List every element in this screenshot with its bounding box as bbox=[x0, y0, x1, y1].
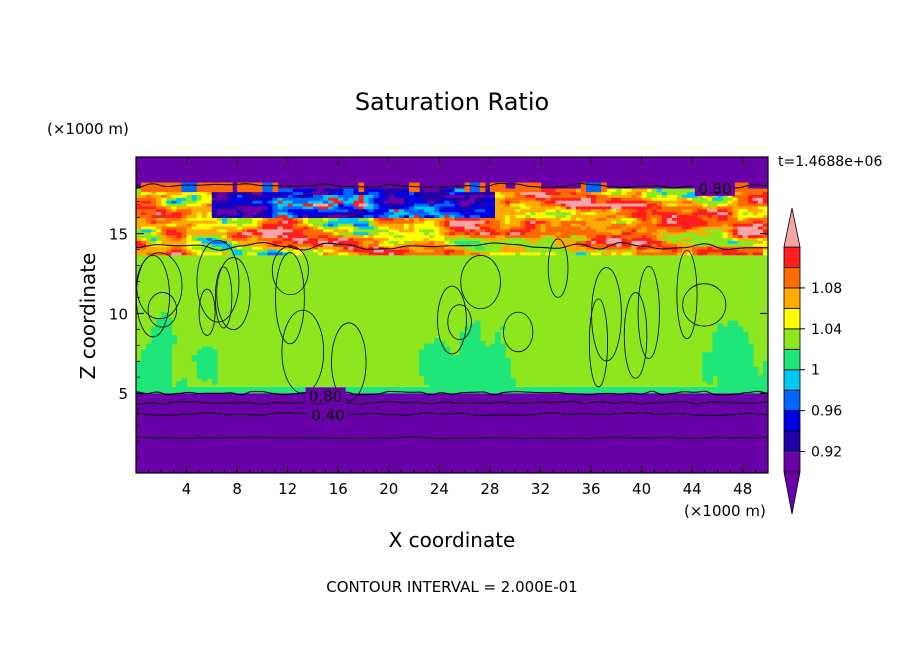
y-axis-units: (×1000 m) bbox=[47, 120, 129, 138]
y-tick-label: 5 bbox=[118, 385, 128, 403]
colorbar-swatch bbox=[783, 451, 801, 473]
colorbar-swatch bbox=[783, 246, 801, 268]
colorbar-swatch bbox=[783, 267, 801, 289]
x-tick-label: 8 bbox=[232, 480, 242, 498]
y-tick-label: 10 bbox=[109, 305, 128, 323]
contour-line-0.80 bbox=[136, 390, 768, 396]
colorbar-swatch bbox=[783, 430, 801, 452]
colorbar-swatch bbox=[783, 389, 801, 412]
contour-closed bbox=[275, 252, 305, 345]
x-tick-label: 36 bbox=[581, 480, 600, 498]
contour-closed bbox=[271, 245, 309, 296]
colorbar-label: 1 bbox=[811, 363, 820, 379]
x-tick-label: 40 bbox=[632, 480, 651, 498]
field-band-1 bbox=[136, 386, 768, 394]
contour-closed bbox=[682, 283, 727, 327]
colorbar-swatch bbox=[783, 287, 801, 309]
contour-closed bbox=[147, 292, 178, 328]
x-tick-label: 20 bbox=[379, 480, 398, 498]
x-tick-label: 4 bbox=[182, 480, 192, 498]
contour-closed bbox=[198, 288, 216, 336]
x-tick-label: 28 bbox=[480, 480, 499, 498]
contour-closed bbox=[503, 311, 534, 353]
contour-closed bbox=[547, 238, 569, 298]
x-axis-label: X coordinate bbox=[388, 528, 516, 552]
contour-line-upper bbox=[136, 241, 768, 251]
contour-label-1: 0.40 bbox=[311, 407, 344, 425]
contour-closed bbox=[591, 267, 622, 362]
contour-closed bbox=[437, 285, 467, 355]
colorbar: 0.92 0.96 1 1.04 1.08 bbox=[783, 207, 842, 515]
contour-line-0.20 bbox=[136, 436, 768, 440]
colorbar-label: 0.92 bbox=[811, 445, 842, 461]
contour-closed bbox=[281, 309, 325, 394]
x-tick-label: 12 bbox=[278, 480, 297, 498]
x-axis-units: (×1000 m) bbox=[684, 502, 766, 520]
contour-closed bbox=[676, 250, 698, 340]
contour-closed bbox=[623, 292, 648, 379]
field-band-0 bbox=[136, 393, 768, 473]
colorbar-label: 1.04 bbox=[811, 322, 842, 338]
y-tick-label: 15 bbox=[109, 226, 128, 244]
contour-label-0: 0.80 bbox=[309, 387, 342, 405]
contour-line-0.40 bbox=[136, 411, 768, 417]
contour-lines: 0.80 0.40 0.80 bbox=[136, 179, 768, 440]
contour-line-upper-0.80 bbox=[136, 182, 768, 189]
colorbar-swatch bbox=[783, 410, 801, 432]
colorbar-swatch bbox=[783, 369, 801, 391]
x-tick-label: 44 bbox=[683, 480, 702, 498]
colorbar-swatch bbox=[783, 307, 801, 330]
contour-closed bbox=[216, 257, 251, 331]
colorbar-over-arrow bbox=[783, 207, 801, 248]
x-tick-label: 48 bbox=[733, 480, 752, 498]
chart-title: Saturation Ratio bbox=[354, 88, 550, 116]
contour-closed bbox=[331, 322, 367, 402]
contour-closed bbox=[460, 255, 501, 309]
contour-closed bbox=[637, 265, 660, 359]
contour-line-0.60 bbox=[136, 400, 768, 405]
contour-closed bbox=[136, 252, 183, 320]
contour-closed bbox=[588, 298, 608, 388]
x-tick-label: 24 bbox=[430, 480, 449, 498]
contour-closed bbox=[447, 304, 472, 340]
colorbar-under-arrow bbox=[783, 471, 801, 515]
colorbar-swatch bbox=[783, 348, 801, 371]
x-tick-label: 32 bbox=[531, 480, 550, 498]
contour-label-2: 0.80 bbox=[698, 180, 731, 198]
x-tick-label: 16 bbox=[329, 480, 348, 498]
contour-closed bbox=[214, 266, 233, 329]
time-label: t=1.4688e+06 bbox=[778, 154, 883, 170]
contour-interval-note: CONTOUR INTERVAL = 2.000E-01 bbox=[326, 578, 578, 596]
contour-closed bbox=[196, 239, 240, 323]
colorbar-label: 0.96 bbox=[811, 404, 842, 420]
colorbar-label: 1.08 bbox=[811, 281, 842, 297]
colorbar-swatch bbox=[783, 328, 801, 350]
